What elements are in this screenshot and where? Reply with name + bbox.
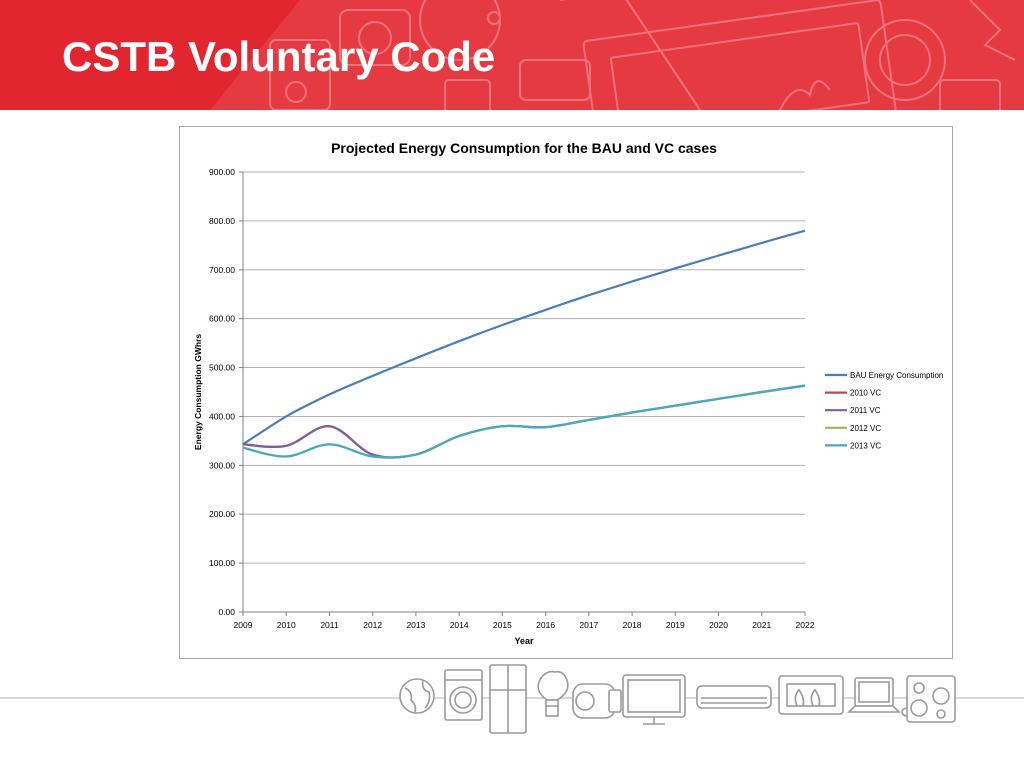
- x-tick-label: 2019: [666, 620, 685, 630]
- x-tick-label: 2011: [320, 620, 339, 630]
- motor-icon: [572, 683, 622, 719]
- legend-label-2012-vc: 2012 VC: [850, 424, 881, 433]
- x-tick-label: 2022: [796, 620, 815, 630]
- x-tick-label: 2010: [277, 620, 296, 630]
- legend-label-2010-vc: 2010 VC: [850, 389, 881, 398]
- y-tick-label: 200.00: [209, 509, 235, 519]
- slide-title: CSTB Voluntary Code: [62, 33, 496, 80]
- appliance-pattern-decoration: [210, 0, 1024, 110]
- y-tick-label: 800.00: [209, 216, 235, 226]
- air-conditioner-icon: [696, 685, 772, 709]
- x-axis-label: Year: [514, 636, 534, 646]
- x-tick-label: 2017: [579, 620, 598, 630]
- y-axis-label: Energy Consumption GWhrs: [193, 334, 203, 450]
- y-tick-label: 600.00: [209, 314, 235, 324]
- globe-icon: [399, 678, 435, 714]
- appliance-icons-strip: [399, 664, 956, 734]
- legend-label-2013-vc: 2013 VC: [850, 441, 881, 450]
- y-tick-label: 700.00: [209, 265, 235, 275]
- x-tick-label: 2020: [709, 620, 728, 630]
- washing-machine-icon: [444, 669, 483, 721]
- light-bulb-icon: [537, 670, 569, 717]
- refrigerator-icon: [489, 664, 527, 734]
- y-tick-label: 0.00: [218, 607, 235, 617]
- x-tick-label: 2009: [234, 620, 253, 630]
- stove-icon: [906, 675, 956, 723]
- x-tick-label: 2013: [406, 620, 425, 630]
- y-tick-label: 400.00: [209, 411, 235, 421]
- x-tick-label: 2012: [363, 620, 382, 630]
- x-tick-label: 2021: [752, 620, 771, 630]
- y-tick-label: 900.00: [209, 167, 235, 177]
- television-icon: [622, 674, 686, 725]
- series-line-2013-vc: [242, 384, 806, 459]
- legend-label-bau-energy-consumption: BAU Energy Consumption: [850, 371, 943, 380]
- heater-icon: [778, 675, 844, 715]
- series-line-bau-energy-consumption: [242, 229, 806, 446]
- x-tick-label: 2014: [450, 620, 469, 630]
- line-chart: Projected Energy Consumption for the BAU…: [193, 140, 943, 646]
- chart-frame: Projected Energy Consumption for the BAU…: [179, 126, 953, 659]
- x-tick-label: 2016: [536, 620, 555, 630]
- laptop-icon: [847, 677, 913, 717]
- y-tick-label: 100.00: [209, 558, 235, 568]
- slide-header: CSTB Voluntary Code: [0, 0, 1024, 110]
- y-tick-label: 300.00: [209, 460, 235, 470]
- x-tick-label: 2015: [493, 620, 512, 630]
- x-tick-label: 2018: [623, 620, 642, 630]
- legend-label-2011-vc: 2011 VC: [850, 406, 881, 415]
- chart-title: Projected Energy Consumption for the BAU…: [331, 140, 717, 156]
- y-tick-label: 500.00: [209, 363, 235, 373]
